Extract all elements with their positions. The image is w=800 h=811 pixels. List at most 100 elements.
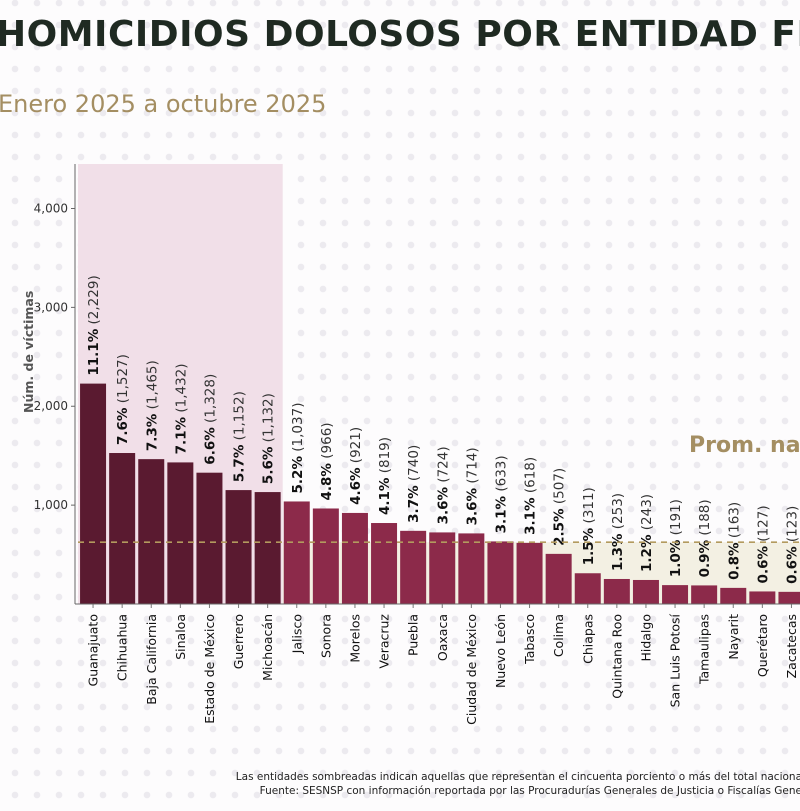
bar [312, 508, 339, 604]
bar [80, 383, 107, 604]
data-label-value: (1,465) [144, 360, 160, 413]
category-label: Guerrero [231, 614, 246, 669]
data-label-percent: 5.2% [290, 456, 306, 494]
data-label: 0.8% (163) [726, 502, 742, 580]
bar [429, 532, 456, 604]
category-label: Oaxaca [435, 614, 450, 661]
category-label: Michoacán [260, 614, 275, 681]
data-label: 3.6% (714) [464, 447, 480, 525]
category-label: Ciudad de México [464, 614, 479, 725]
category-label: Veracruz [377, 614, 392, 669]
data-label-value: (123) [784, 506, 800, 547]
category-label: Sinaloa [173, 614, 188, 660]
data-label-value: (714) [464, 447, 480, 488]
bar [487, 541, 514, 604]
data-label-percent: 4.1% [377, 477, 393, 515]
data-label-value: (507) [552, 468, 568, 509]
data-label-percent: 3.6% [464, 487, 480, 525]
data-label: 1.5% (311) [581, 487, 597, 565]
data-label-value: (311) [581, 487, 597, 528]
data-label-percent: 1.0% [668, 539, 684, 577]
data-label-percent: 4.8% [319, 463, 335, 501]
footnote-source: Fuente: SESNSP con información reportada… [259, 785, 800, 797]
data-label: 1.0% (191) [668, 499, 684, 577]
category-label: Chihuahua [115, 614, 130, 681]
data-label-percent: 2.5% [552, 508, 568, 546]
data-label-value: (1,037) [290, 403, 306, 456]
data-label: 4.1% (819) [377, 437, 393, 515]
y-axis-label: Núm. de víctimas [21, 291, 36, 413]
bar [167, 462, 194, 604]
data-label: 7.3% (1,465) [144, 360, 160, 451]
data-label-percent: 0.6% [755, 546, 771, 584]
page-title: HOMICIDIOS DOLOSOS POR ENTIDAD FE [0, 14, 800, 55]
data-label-percent: 5.6% [261, 446, 277, 484]
category-label: Sonora [318, 614, 333, 658]
bar [283, 501, 310, 604]
data-label-percent: 7.6% [115, 407, 131, 445]
data-label: 0.9% (188) [697, 499, 713, 577]
data-label-value: (1,527) [115, 354, 131, 407]
y-tick-label: 2,000 [34, 399, 68, 413]
page-subtitle: Enero 2025 a octubre 2025 [0, 90, 327, 118]
category-label: Tabasco [522, 614, 537, 665]
data-label-value: (921) [348, 427, 364, 468]
data-label-value: (966) [319, 422, 335, 463]
data-label-value: (2,229) [86, 275, 102, 328]
bar-chart: 1,000 2,000 3,000 4,000 Núm. de víctimas Guan… [21, 164, 800, 725]
data-label-value: (740) [406, 445, 422, 486]
data-label: 1.3% (253) [610, 493, 626, 571]
data-label-value: (127) [755, 505, 771, 546]
data-label-percent: 6.6% [202, 427, 218, 465]
data-label: 7.6% (1,527) [115, 354, 131, 445]
data-label-value: (163) [726, 502, 742, 543]
bar [341, 512, 368, 604]
data-label-percent: 4.6% [348, 467, 364, 505]
y-tick-label: 3,000 [34, 300, 68, 314]
data-label-percent: 1.2% [639, 534, 655, 572]
category-label: Quintana Roo [609, 614, 624, 699]
category-label: Nuevo León [493, 614, 508, 688]
data-label-value: (191) [668, 499, 684, 540]
data-label-percent: 0.9% [697, 539, 713, 577]
bar [225, 490, 252, 604]
y-tick-label: 4,000 [34, 201, 68, 215]
data-label: 0.6% (127) [755, 505, 771, 583]
data-label-percent: 3.1% [493, 495, 509, 533]
bar [545, 553, 572, 604]
data-label: 1.2% (243) [639, 494, 655, 572]
bar [574, 573, 601, 604]
category-label: Hidalgo [638, 614, 653, 662]
category-label: Colima [551, 614, 566, 657]
data-label: 5.6% (1,132) [261, 393, 277, 484]
footnote-shading-note: Las entidades sombreadas indican aquella… [235, 771, 800, 783]
data-label-value: (1,152) [232, 391, 248, 444]
data-label-percent: 7.3% [144, 413, 160, 451]
data-label-percent: 7.1% [173, 416, 189, 454]
data-label-value: (1,132) [261, 393, 277, 446]
category-label: Guanajuato [86, 614, 101, 686]
data-label-percent: 0.8% [726, 542, 742, 580]
category-label: Chiapas [580, 614, 595, 664]
data-label-percent: 3.7% [406, 485, 422, 523]
bar [516, 542, 543, 604]
data-label: 5.7% (1,152) [232, 391, 248, 482]
bar [138, 459, 165, 604]
bar [691, 585, 718, 604]
data-label: 6.6% (1,328) [202, 374, 218, 465]
data-label-value: (253) [610, 493, 626, 534]
data-label-percent: 11.1% [86, 328, 102, 375]
data-label-value: (724) [435, 446, 451, 487]
bar [778, 591, 800, 604]
category-label: Querétaro [755, 614, 770, 677]
bar [400, 530, 427, 604]
bar [632, 579, 659, 604]
data-label: 5.2% (1,037) [290, 403, 306, 494]
category-label: Zacatecas [784, 614, 799, 678]
data-label: 4.6% (921) [348, 427, 364, 505]
data-label-value: (819) [377, 437, 393, 478]
data-label-value: (243) [639, 494, 655, 535]
data-label: 4.8% (966) [319, 422, 335, 500]
category-label: Baja California [144, 614, 159, 705]
data-label-percent: 1.5% [581, 527, 597, 565]
